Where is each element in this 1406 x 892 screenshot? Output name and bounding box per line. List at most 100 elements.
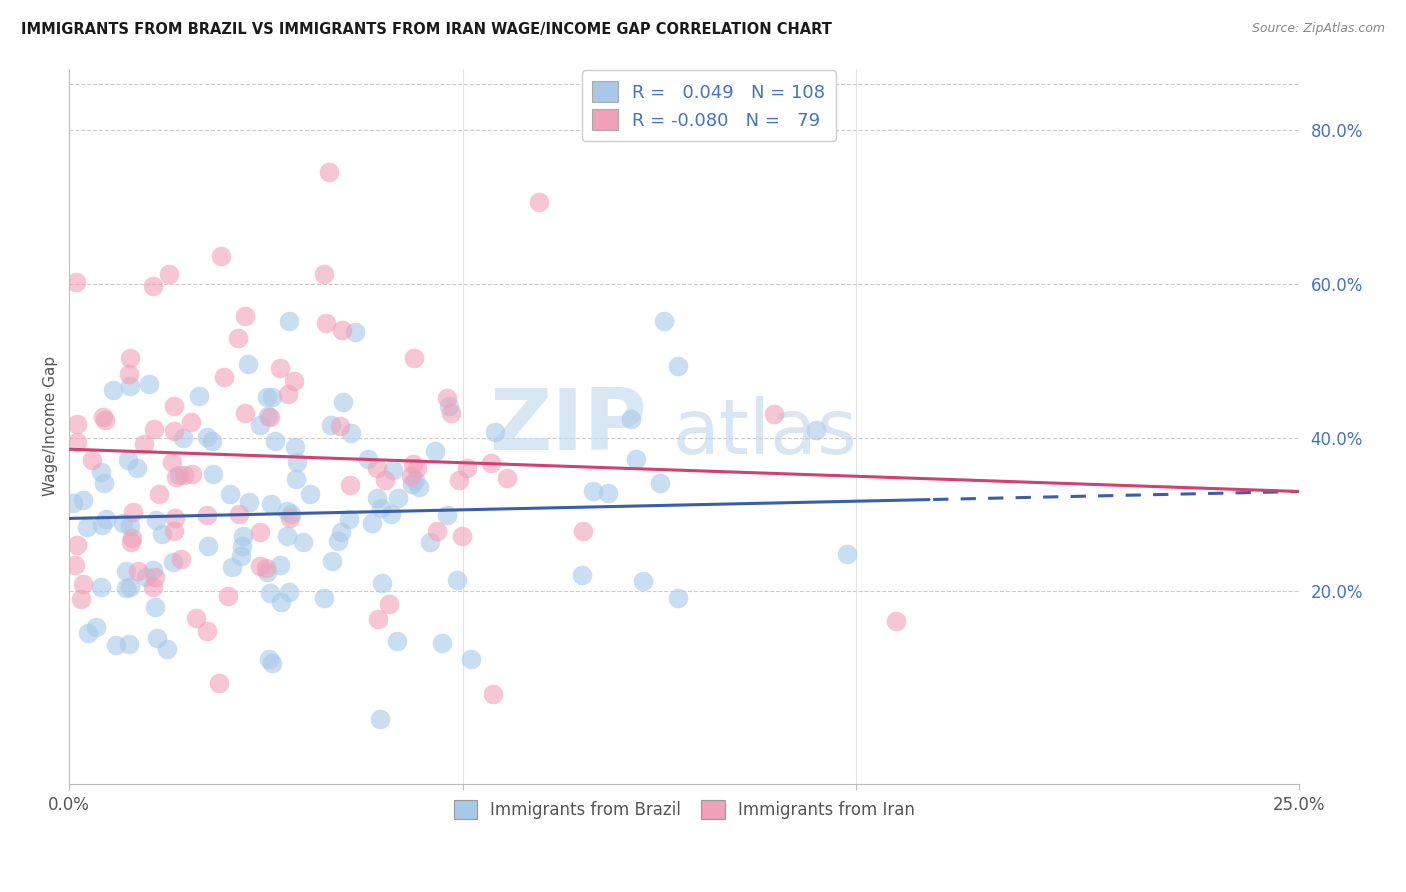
Point [259, 586, 281, 600]
Point [146, 631, 169, 645]
Point [63, 558, 86, 573]
Point [270, 595, 292, 609]
Point [401, 457, 423, 471]
Point [835, 548, 858, 562]
Point [332, 394, 354, 409]
Point [187, 389, 209, 403]
Point [361, 516, 384, 530]
Point [387, 491, 409, 505]
Point [626, 452, 648, 467]
Point [276, 529, 298, 543]
Point [884, 615, 907, 629]
Point [121, 531, 143, 545]
Text: Source: ZipAtlas.com: Source: ZipAtlas.com [1251, 22, 1385, 36]
Point [221, 560, 243, 574]
Point [90, 517, 112, 532]
Point [142, 580, 165, 594]
Point [172, 431, 194, 445]
Point [254, 561, 277, 575]
Point [118, 637, 141, 651]
Point [169, 552, 191, 566]
Point [328, 533, 350, 548]
Point [314, 591, 336, 606]
Point [219, 487, 242, 501]
Point [620, 411, 643, 425]
Point [120, 581, 142, 595]
Point [402, 351, 425, 366]
Point [439, 400, 461, 414]
Point [214, 370, 236, 384]
Point [233, 309, 256, 323]
Point [312, 267, 335, 281]
Point [257, 409, 280, 423]
Point [96, 512, 118, 526]
Point [249, 417, 271, 432]
Point [339, 478, 361, 492]
Point [231, 539, 253, 553]
Point [280, 511, 302, 525]
Point [72, 576, 94, 591]
Point [446, 574, 468, 588]
Point [263, 434, 285, 449]
Point [165, 511, 187, 525]
Point [62, 496, 84, 510]
Point [65, 275, 87, 289]
Point [70, 592, 93, 607]
Point [330, 524, 353, 539]
Point [148, 487, 170, 501]
Point [101, 383, 124, 397]
Point [652, 314, 675, 328]
Point [380, 507, 402, 521]
Point [249, 524, 271, 539]
Point [66, 417, 89, 431]
Point [284, 440, 307, 454]
Point [276, 504, 298, 518]
Point [633, 574, 655, 588]
Point [377, 597, 399, 611]
Point [496, 471, 519, 485]
Legend: Immigrants from Brazil, Immigrants from Iran: Immigrants from Brazil, Immigrants from … [447, 793, 921, 825]
Point [232, 529, 254, 543]
Point [419, 534, 441, 549]
Point [114, 581, 136, 595]
Point [381, 463, 404, 477]
Point [374, 473, 396, 487]
Point [337, 512, 360, 526]
Point [104, 638, 127, 652]
Point [527, 194, 550, 209]
Point [479, 456, 502, 470]
Point [280, 508, 302, 522]
Point [180, 416, 202, 430]
Point [426, 524, 449, 538]
Point [283, 374, 305, 388]
Point [262, 390, 284, 404]
Point [226, 331, 249, 345]
Point [231, 549, 253, 563]
Point [118, 519, 141, 533]
Point [269, 558, 291, 573]
Point [582, 484, 605, 499]
Point [233, 406, 256, 420]
Point [186, 610, 208, 624]
Point [298, 487, 321, 501]
Point [596, 486, 619, 500]
Point [121, 535, 143, 549]
Point [460, 652, 482, 666]
Point [156, 641, 179, 656]
Point [666, 591, 689, 606]
Point [285, 472, 308, 486]
Point [201, 467, 224, 481]
Point [285, 455, 308, 469]
Point [91, 410, 114, 425]
Point [277, 585, 299, 599]
Point [120, 351, 142, 365]
Point [648, 476, 671, 491]
Point [367, 611, 389, 625]
Point [142, 279, 165, 293]
Point [330, 323, 353, 337]
Point [86, 619, 108, 633]
Point [66, 537, 89, 551]
Point [249, 558, 271, 573]
Point [135, 569, 157, 583]
Point [93, 476, 115, 491]
